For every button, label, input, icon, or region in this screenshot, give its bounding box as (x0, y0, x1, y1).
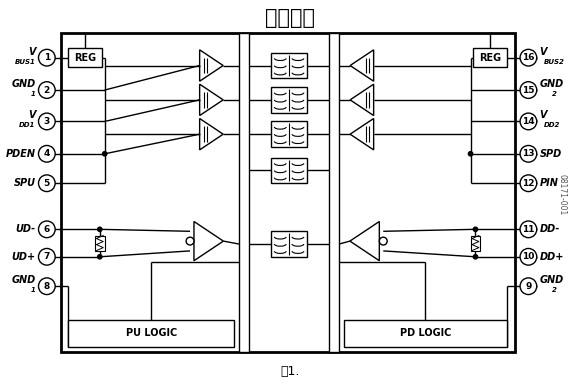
Text: V: V (540, 47, 547, 57)
Bar (473, 48, 507, 67)
Text: DD+: DD+ (540, 252, 564, 262)
Circle shape (473, 255, 477, 259)
Circle shape (38, 248, 55, 265)
Bar (69, 48, 102, 67)
Text: 12: 12 (522, 179, 534, 188)
Text: 13: 13 (522, 149, 534, 158)
Text: 6: 6 (44, 225, 50, 234)
Bar (271, 87, 307, 113)
Bar (271, 53, 307, 78)
Circle shape (98, 227, 102, 232)
Bar (95, 236, 104, 251)
Text: 功能框图: 功能框图 (264, 9, 315, 28)
Text: DD1: DD1 (19, 122, 35, 128)
Circle shape (520, 145, 537, 162)
Text: PU LOGIC: PU LOGIC (126, 328, 177, 338)
Circle shape (520, 50, 537, 66)
Text: SPU: SPU (14, 178, 35, 188)
Text: UD-: UD- (15, 224, 35, 234)
Text: 16: 16 (522, 53, 534, 62)
Bar (329, 33, 339, 352)
Text: 14: 14 (522, 117, 534, 126)
Circle shape (468, 152, 473, 156)
Circle shape (38, 145, 55, 162)
Text: 2: 2 (44, 85, 50, 94)
Text: 9: 9 (525, 282, 532, 291)
Text: 图1.: 图1. (280, 365, 299, 378)
Text: 1: 1 (44, 53, 50, 62)
Text: PDEN: PDEN (6, 149, 35, 159)
Circle shape (520, 278, 537, 294)
Text: V: V (28, 110, 35, 121)
Text: 10: 10 (522, 252, 534, 261)
Circle shape (520, 113, 537, 130)
Text: PIN: PIN (540, 178, 558, 188)
Text: 1: 1 (31, 287, 35, 293)
Circle shape (38, 221, 55, 238)
Circle shape (103, 152, 107, 156)
Circle shape (98, 255, 102, 259)
Text: GND: GND (11, 79, 35, 89)
Circle shape (520, 175, 537, 191)
Circle shape (186, 237, 194, 245)
Bar (271, 158, 307, 183)
Text: DD2: DD2 (544, 122, 560, 128)
Bar (271, 231, 307, 257)
Text: 15: 15 (522, 85, 534, 94)
Bar (239, 33, 249, 352)
Text: 2: 2 (552, 91, 556, 97)
Bar (344, 319, 507, 347)
Text: GND: GND (540, 79, 564, 89)
Circle shape (38, 175, 55, 191)
Text: 11: 11 (522, 225, 534, 234)
Text: UD+: UD+ (11, 252, 35, 262)
Text: DD-: DD- (540, 224, 560, 234)
Text: 8: 8 (44, 282, 50, 291)
Text: REG: REG (479, 53, 501, 63)
Circle shape (38, 278, 55, 294)
Circle shape (38, 82, 55, 98)
Text: V: V (28, 47, 35, 57)
Text: 1: 1 (31, 91, 35, 97)
Text: GND: GND (11, 275, 35, 285)
Text: 08171-001: 08171-001 (557, 174, 566, 216)
Circle shape (520, 82, 537, 98)
Bar (471, 236, 480, 251)
Bar (271, 121, 307, 147)
Circle shape (520, 221, 537, 238)
Text: REG: REG (74, 53, 96, 63)
Circle shape (379, 237, 387, 245)
Text: PD LOGIC: PD LOGIC (400, 328, 451, 338)
Bar (69, 319, 234, 347)
Text: GND: GND (540, 275, 564, 285)
Text: 7: 7 (43, 252, 50, 261)
Circle shape (520, 248, 537, 265)
Text: 5: 5 (44, 179, 50, 188)
Text: 4: 4 (43, 149, 50, 158)
Circle shape (38, 50, 55, 66)
Text: V: V (540, 110, 547, 121)
Bar (61, 33, 514, 352)
Circle shape (473, 227, 477, 232)
Text: 3: 3 (44, 117, 50, 126)
Text: BUS1: BUS1 (15, 58, 35, 65)
Text: 2: 2 (552, 287, 556, 293)
Text: BUS2: BUS2 (544, 58, 565, 65)
Circle shape (38, 113, 55, 130)
Text: SPD: SPD (540, 149, 562, 159)
